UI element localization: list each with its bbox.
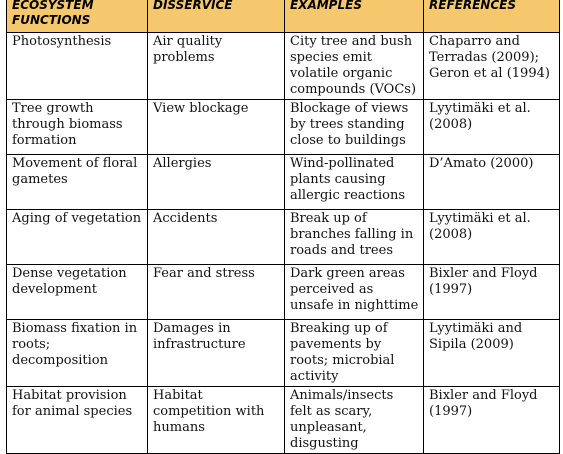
table-row: Dense vegetation development Fear and st… (6, 264, 560, 320)
cell-disservice: Air quality problems (147, 32, 285, 100)
cell-disservice: View blockage (147, 99, 285, 155)
table-row: Photosynthesis Air quality problems City… (6, 32, 560, 100)
cell-reference: D’Amato (2000) (423, 154, 560, 210)
cell-reference: Lyytimäki et al. (2008) (423, 209, 560, 265)
ecosystem-disservices-table: ECOSYSTEM FUNCTIONS DISSERVICE EXAMPLES … (6, 0, 560, 454)
cell-reference: Chaparro and Terradas (2009); Geron et a… (423, 32, 560, 100)
table-row: Biomass fixation in roots; decomposition… (6, 319, 560, 387)
cell-disservice: Habitat competition with humans (147, 386, 285, 454)
cell-example: Dark green areas perceived as unsafe in … (284, 264, 424, 320)
cell-example: Break up of branches falling in roads an… (284, 209, 424, 265)
cell-function: Tree growth through biomass formation (6, 99, 148, 155)
cell-reference: Bixler and Floyd (1997) (423, 264, 560, 320)
disservices-table-container: ECOSYSTEM FUNCTIONS DISSERVICE EXAMPLES … (6, 0, 560, 454)
cell-reference: Bixler and Floyd (1997) (423, 386, 560, 454)
cell-function: Photosynthesis (6, 32, 148, 100)
cell-example: City tree and bush species emit volatile… (284, 32, 424, 100)
cell-disservice: Fear and stress (147, 264, 285, 320)
cell-function: Movement of floral gametes (6, 154, 148, 210)
cell-example: Breaking up of pavements by roots; micro… (284, 319, 424, 387)
cell-example: Wind-pollinated plants causing allergic … (284, 154, 424, 210)
header-disservice: DISSERVICE (147, 0, 285, 33)
cell-disservice: Accidents (147, 209, 285, 265)
header-row: ECOSYSTEM FUNCTIONS DISSERVICE EXAMPLES … (6, 0, 560, 33)
cell-disservice: Damages in infrastructure (147, 319, 285, 387)
cell-reference: Lyytimäki and Sipila (2009) (423, 319, 560, 387)
header-ecosystem-functions: ECOSYSTEM FUNCTIONS (6, 0, 148, 33)
cell-function: Biomass fixation in roots; decomposition (6, 319, 148, 387)
cell-disservice: Allergies (147, 154, 285, 210)
table-row: Movement of floral gametes Allergies Win… (6, 154, 560, 210)
cell-function: Aging of vegetation (6, 209, 148, 265)
cell-example: Blockage of views by trees standing clos… (284, 99, 424, 155)
header-examples: EXAMPLES (284, 0, 424, 33)
header-references: REFERENCES (423, 0, 560, 33)
cell-reference: Lyytimäki et al. (2008) (423, 99, 560, 155)
cell-function: Habitat provision for animal species (6, 386, 148, 454)
cell-example: Animals/insects felt as scary, unpleasan… (284, 386, 424, 454)
table-row: Tree growth through biomass formation Vi… (6, 99, 560, 155)
table-row: Aging of vegetation Accidents Break up o… (6, 209, 560, 265)
table-row: Habitat provision for animal species Hab… (6, 386, 560, 454)
cell-function: Dense vegetation development (6, 264, 148, 320)
